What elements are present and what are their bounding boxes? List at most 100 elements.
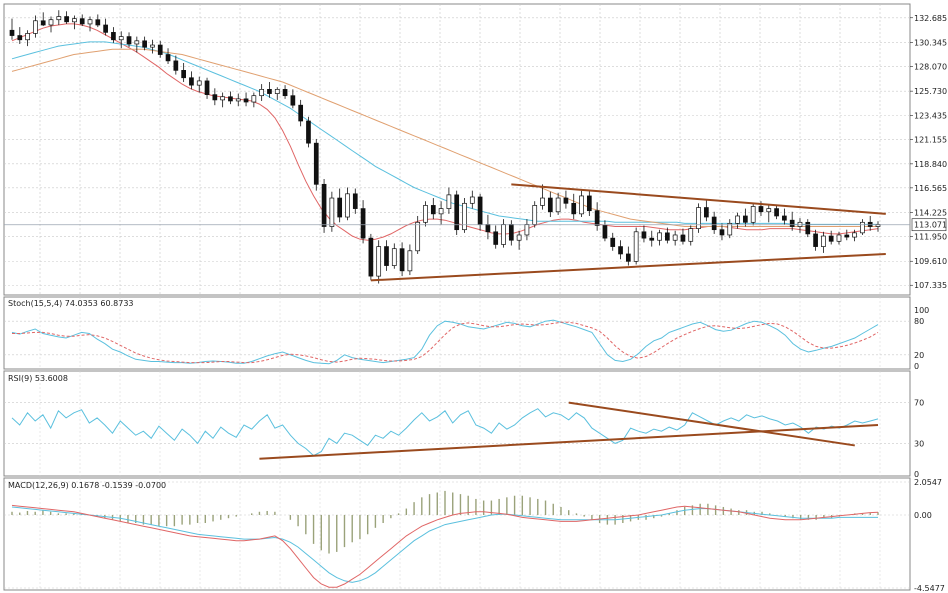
stochastic-axis-labels: 100 80 20 0 xyxy=(914,306,929,371)
candle-body xyxy=(641,231,647,239)
candle-body xyxy=(540,197,545,206)
candle-body xyxy=(368,237,374,277)
rsi-tick-label: 70 xyxy=(914,399,924,408)
candle-body xyxy=(345,193,350,218)
candle-body xyxy=(399,248,405,272)
candle-body xyxy=(150,44,155,48)
candle-body xyxy=(165,54,171,62)
candle-body xyxy=(423,205,428,223)
candle-body xyxy=(243,98,249,103)
candle-body xyxy=(103,24,108,33)
candle-body xyxy=(282,89,288,97)
candle-body xyxy=(493,231,499,245)
price-tick-label: 123.435 xyxy=(914,111,947,120)
moving-average-lines xyxy=(11,23,879,241)
candle-body xyxy=(563,197,569,204)
candle-body xyxy=(860,221,865,234)
candle-body xyxy=(189,77,194,86)
candle-body xyxy=(384,246,389,266)
candle-body xyxy=(672,234,678,241)
candle-body xyxy=(610,237,616,247)
candle-body xyxy=(516,234,522,241)
candle-body xyxy=(196,80,202,86)
candle-body xyxy=(251,95,257,103)
price-candles xyxy=(9,10,881,284)
price-trendlines xyxy=(370,183,886,282)
candle-body xyxy=(267,89,272,94)
candle-body xyxy=(259,89,265,97)
candle-body xyxy=(696,207,701,229)
candle-body xyxy=(579,195,584,215)
candle-body xyxy=(391,248,397,266)
macd-panel-frame xyxy=(3,477,911,591)
candle-body xyxy=(719,229,725,236)
candle-body xyxy=(836,234,842,242)
candle-body xyxy=(64,16,69,23)
macd-line xyxy=(11,504,879,588)
candle-body xyxy=(454,194,460,231)
candle-body xyxy=(618,246,623,255)
rsi-trendline xyxy=(568,401,855,447)
candle-body xyxy=(337,197,343,218)
candle-body xyxy=(72,18,77,23)
candle-body xyxy=(680,234,686,242)
candle-body xyxy=(134,40,140,45)
candle-body xyxy=(657,232,662,241)
rsi-lines xyxy=(11,408,879,457)
candle-body xyxy=(469,196,475,204)
candle-body xyxy=(407,250,413,272)
candle-body xyxy=(508,224,514,241)
candle-body xyxy=(126,36,132,45)
price-grid xyxy=(4,4,910,295)
price-tick-label: 128.070 xyxy=(914,62,947,71)
stoch-grid xyxy=(4,297,910,369)
candle-body xyxy=(805,221,811,235)
candle-body xyxy=(298,104,304,122)
candle-body xyxy=(462,202,467,231)
price-tick-label: 107.335 xyxy=(914,281,947,290)
candle-body xyxy=(789,219,795,227)
candle-body xyxy=(547,197,553,213)
price-tick-label: 118.840 xyxy=(914,160,947,169)
candle-body xyxy=(602,225,608,239)
macd-title: MACD(12,26,9) 0.1678 -0.1539 -0.0700 xyxy=(8,481,166,490)
candle-body xyxy=(438,208,444,215)
macd-tick-label: 0.00 xyxy=(914,511,932,520)
candle-body xyxy=(524,224,530,236)
candle-body xyxy=(87,19,93,25)
candle-body xyxy=(235,98,241,102)
stoch-tick-label: 0 xyxy=(914,362,919,371)
current-price-marker xyxy=(911,218,947,232)
moving-average-line xyxy=(11,48,878,227)
price-tick-label: 125.730 xyxy=(914,87,947,96)
candle-body xyxy=(111,32,116,41)
candle-body xyxy=(79,18,85,25)
rsi-trendlines xyxy=(259,401,879,460)
candle-body xyxy=(477,196,483,225)
price-tick-label: 111.950 xyxy=(914,233,947,242)
candle-body xyxy=(688,228,694,242)
rsi-tick-label: 30 xyxy=(914,439,924,448)
price-tick-label: 116.565 xyxy=(914,184,947,193)
candle-body xyxy=(173,60,179,71)
candle-body xyxy=(228,96,233,102)
candle-body xyxy=(40,20,46,26)
candle-body xyxy=(376,246,382,277)
candle-body xyxy=(711,216,717,231)
candle-body xyxy=(157,44,163,55)
candle-body xyxy=(594,210,600,226)
candle-body xyxy=(852,232,857,238)
price-tick-label: 130.345 xyxy=(914,38,947,47)
candle-body xyxy=(352,193,358,209)
candle-body xyxy=(735,215,740,224)
stoch-tick-label: 80 xyxy=(914,317,924,326)
trendline xyxy=(370,252,886,282)
candle-body xyxy=(813,233,818,247)
candle-body xyxy=(727,223,733,236)
candle-body xyxy=(204,80,210,95)
rsi-panel-frame xyxy=(3,370,911,477)
candle-body xyxy=(306,120,311,144)
candle-body xyxy=(532,205,538,225)
macd-tick-label: -4.5477 xyxy=(914,584,945,593)
rsi-axis-labels: 70 30 0 xyxy=(914,399,924,479)
